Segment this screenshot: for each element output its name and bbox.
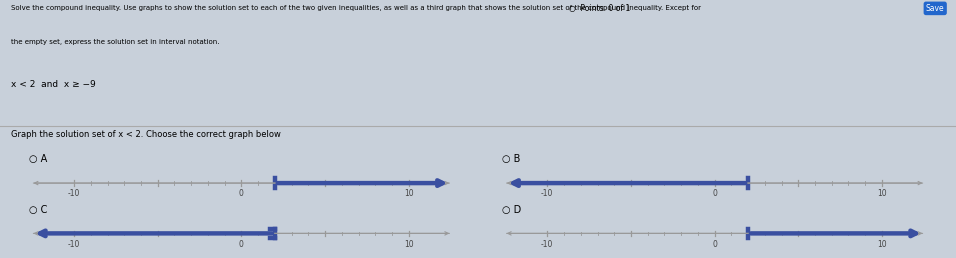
Text: ○ C: ○ C [29, 205, 47, 215]
Text: Save: Save [926, 4, 945, 13]
Text: 10: 10 [877, 240, 887, 248]
Text: 0: 0 [239, 189, 244, 198]
Text: -10: -10 [541, 240, 554, 248]
Text: 10: 10 [403, 189, 414, 198]
Text: Solve the compound inequality. Use graphs to show the solution set to each of th: Solve the compound inequality. Use graph… [11, 5, 702, 11]
Text: ○ B: ○ B [502, 154, 520, 164]
Text: Graph the solution set of x < 2. Choose the correct graph below: Graph the solution set of x < 2. Choose … [11, 130, 281, 139]
Text: -10: -10 [68, 189, 80, 198]
Text: -10: -10 [68, 240, 80, 248]
Text: 0: 0 [712, 189, 717, 198]
Text: the empty set, express the solution set in interval notation.: the empty set, express the solution set … [11, 39, 220, 45]
Text: 10: 10 [403, 240, 414, 248]
Text: ○ A: ○ A [29, 154, 47, 164]
Text: ○ D: ○ D [502, 205, 521, 215]
Text: 0: 0 [712, 240, 717, 248]
Text: x < 2  and  x ≥ −9: x < 2 and x ≥ −9 [11, 80, 97, 89]
Text: -10: -10 [541, 189, 554, 198]
Text: 0: 0 [239, 240, 244, 248]
Text: 10: 10 [877, 189, 887, 198]
Text: ○  Points: 0 of 1: ○ Points: 0 of 1 [569, 4, 630, 13]
